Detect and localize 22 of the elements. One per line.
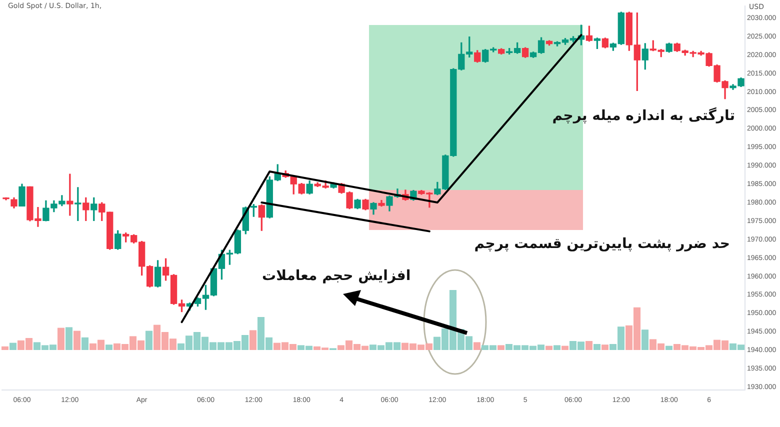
- annotation: حد ضرر پشت پایین‌ترین قسمت پرچم: [474, 236, 730, 252]
- bar: [9, 342, 17, 350]
- bar: [585, 341, 593, 350]
- bar: [105, 344, 113, 350]
- bar: [593, 344, 601, 350]
- bar: [473, 342, 481, 350]
- bar: [249, 330, 257, 350]
- bar: [145, 330, 153, 350]
- bar: [601, 344, 609, 350]
- annotation: تارگتی به اندازه میله پرچم: [552, 108, 735, 124]
- bar: [641, 330, 649, 350]
- bar: [65, 327, 73, 350]
- bar: [561, 346, 569, 350]
- bar: [665, 346, 673, 350]
- annotation: افزایش حجم معاملات: [262, 268, 411, 284]
- bar: [553, 345, 561, 350]
- bar: [73, 330, 81, 350]
- bar: [545, 346, 553, 350]
- bar: [57, 328, 65, 350]
- bar: [81, 337, 89, 350]
- bar: [1, 346, 9, 350]
- bar: [497, 345, 505, 350]
